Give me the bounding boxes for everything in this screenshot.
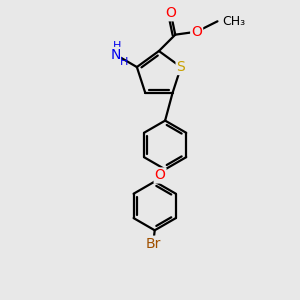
Text: S: S — [177, 60, 185, 74]
Text: O: O — [154, 168, 166, 182]
Text: O: O — [165, 6, 176, 20]
Text: Br: Br — [146, 237, 161, 251]
Text: H: H — [120, 57, 128, 67]
Text: O: O — [191, 25, 202, 39]
Text: N: N — [110, 48, 121, 62]
Text: H: H — [113, 41, 121, 51]
Text: CH₃: CH₃ — [222, 15, 245, 28]
